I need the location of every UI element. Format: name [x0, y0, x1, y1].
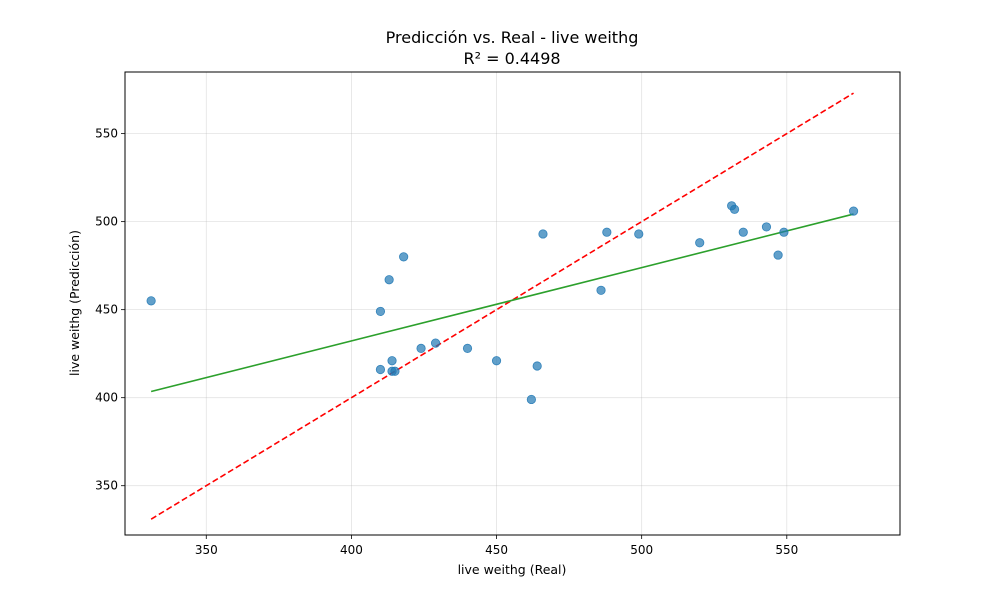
data-point — [729, 204, 740, 214]
data-point — [779, 227, 789, 237]
regression-fit-line — [150, 213, 854, 393]
ideal-line-layer — [150, 92, 854, 520]
x-tick-label: 400 — [340, 543, 363, 557]
y-tick-label: 500 — [95, 215, 118, 229]
data-point — [491, 356, 502, 366]
data-point — [602, 227, 612, 237]
data-point — [375, 306, 386, 317]
grid — [125, 72, 900, 535]
y-tick-label: 350 — [95, 479, 118, 493]
data-point — [538, 229, 548, 239]
data-point — [526, 394, 536, 405]
data-point — [848, 206, 859, 216]
data-point — [375, 364, 386, 375]
y-tick-label: 400 — [95, 391, 118, 405]
data-point — [146, 296, 156, 306]
y-tick-label: 550 — [95, 127, 118, 141]
data-point — [384, 275, 394, 285]
data-point — [430, 338, 441, 348]
data-point — [596, 285, 606, 295]
data-point — [634, 229, 644, 239]
x-axis-ticks: 350 400 450 500 550 — [195, 535, 798, 557]
x-tick-label: 350 — [195, 543, 218, 557]
data-points — [146, 201, 859, 405]
ideal-reference-line — [150, 92, 854, 520]
y-tick-label: 450 — [95, 303, 118, 317]
data-point — [462, 343, 473, 353]
x-tick-label: 550 — [775, 543, 798, 557]
data-point — [761, 222, 772, 232]
chart-title: Predicción vs. Real - live weithg — [386, 28, 639, 47]
x-tick-label: 450 — [485, 543, 508, 557]
x-axis-label: live weithg (Real) — [458, 562, 567, 577]
fit-line-layer — [150, 213, 854, 393]
data-point — [399, 252, 409, 262]
data-point — [695, 238, 705, 248]
data-point — [773, 250, 783, 260]
chart-subtitle: R² = 0.4498 — [463, 49, 560, 68]
y-axis-label: live weithg (Predicción) — [67, 230, 82, 376]
y-axis-ticks: 350 400 450 500 550 — [95, 127, 125, 493]
plot-area — [124, 71, 901, 536]
data-point — [416, 343, 426, 353]
data-point — [738, 227, 748, 237]
data-point — [387, 356, 397, 366]
x-tick-label: 500 — [630, 543, 653, 557]
data-point — [532, 361, 542, 371]
data-point — [390, 366, 400, 376]
